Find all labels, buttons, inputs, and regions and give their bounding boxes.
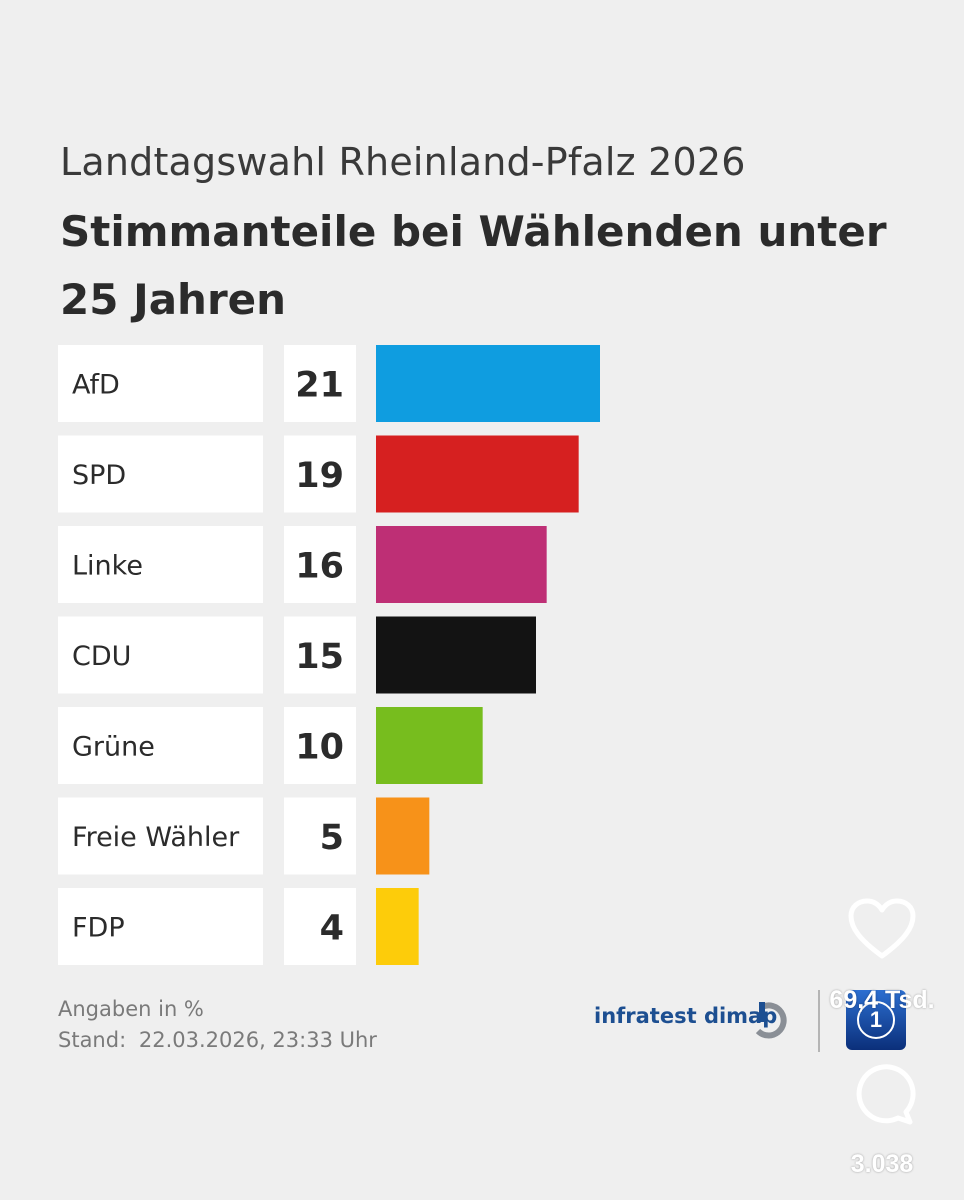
bar xyxy=(376,435,579,513)
category-label: Freie Wähler xyxy=(72,822,240,853)
logo-divider xyxy=(818,990,820,1052)
category-label-box xyxy=(58,888,263,965)
chart-footer: Angaben in % Stand: 22.03.2026, 23:33 Uh… xyxy=(58,994,383,1056)
bar xyxy=(376,526,547,603)
category-label: SPD xyxy=(72,460,126,491)
value-label-box xyxy=(284,345,356,422)
bar-row: AfD 21 xyxy=(58,345,600,422)
category-label: FDP xyxy=(72,913,125,944)
bar-row: Linke 16 xyxy=(58,526,547,603)
bar-chart: AfD 21 SPD 19 Linke 16 CDU 15 Grüne 10 Freie Wähle… xyxy=(58,345,600,965)
data-label: 21 xyxy=(295,366,344,406)
bar-row: Grüne 10 xyxy=(58,707,483,784)
data-label: 5 xyxy=(320,818,344,858)
value-label-box xyxy=(284,435,356,513)
bar-row: SPD 19 xyxy=(58,435,579,513)
stand-row: Stand: 22.03.2026, 23:33 Uhr xyxy=(58,1025,383,1056)
bar xyxy=(376,616,536,694)
category-label-box xyxy=(58,345,263,422)
value-label-box xyxy=(284,797,356,875)
category-label: AfD xyxy=(72,370,120,401)
data-label: 4 xyxy=(320,909,344,949)
data-label: 10 xyxy=(295,728,344,768)
comment-count: 3.038 xyxy=(850,1150,914,1178)
category-label-box xyxy=(58,616,263,694)
infratest-dimap-logo-icon xyxy=(755,1002,787,1039)
chart-title: Stimmanteile bei Wählenden unter 25 Jahr… xyxy=(60,207,887,324)
heart-icon[interactable] xyxy=(846,896,918,962)
tagesschau-logo-mark: 1 xyxy=(857,1001,895,1039)
value-label-box xyxy=(284,616,356,694)
category-label-box xyxy=(58,797,263,875)
category-label-box xyxy=(58,707,263,784)
value-label-box xyxy=(284,888,356,965)
data-label: 16 xyxy=(295,547,344,587)
bar-row: Freie Wähler 5 xyxy=(58,797,430,875)
data-label: 15 xyxy=(295,637,344,677)
bar xyxy=(376,888,419,965)
chart-supertitle: Landtagswahl Rheinland-Pfalz 2026 xyxy=(60,140,746,184)
value-label-box xyxy=(284,526,356,603)
category-label-box xyxy=(58,435,263,513)
category-label-box xyxy=(58,526,263,603)
stand-value: 22.03.2026, 23:33 Uhr xyxy=(138,1028,377,1052)
unit-note: Angaben in % xyxy=(58,997,204,1021)
category-label: Grüne xyxy=(72,732,155,763)
value-label-box xyxy=(284,707,356,784)
bar xyxy=(376,797,430,875)
tagesschau-logo-icon: 1 xyxy=(846,990,906,1050)
bar-row: CDU 15 xyxy=(58,616,536,694)
comment-icon[interactable] xyxy=(848,1060,916,1128)
data-label: 19 xyxy=(295,456,344,496)
bar xyxy=(376,345,600,422)
stand-label: Stand: xyxy=(58,1028,127,1052)
bar-row: FDP 4 xyxy=(58,888,419,965)
like-count: 69,4 Tsd. xyxy=(829,986,935,1014)
category-label: CDU xyxy=(72,641,131,672)
category-label: Linke xyxy=(72,551,143,582)
source-brand: infratest dimap xyxy=(594,1004,778,1028)
bar xyxy=(376,707,483,784)
